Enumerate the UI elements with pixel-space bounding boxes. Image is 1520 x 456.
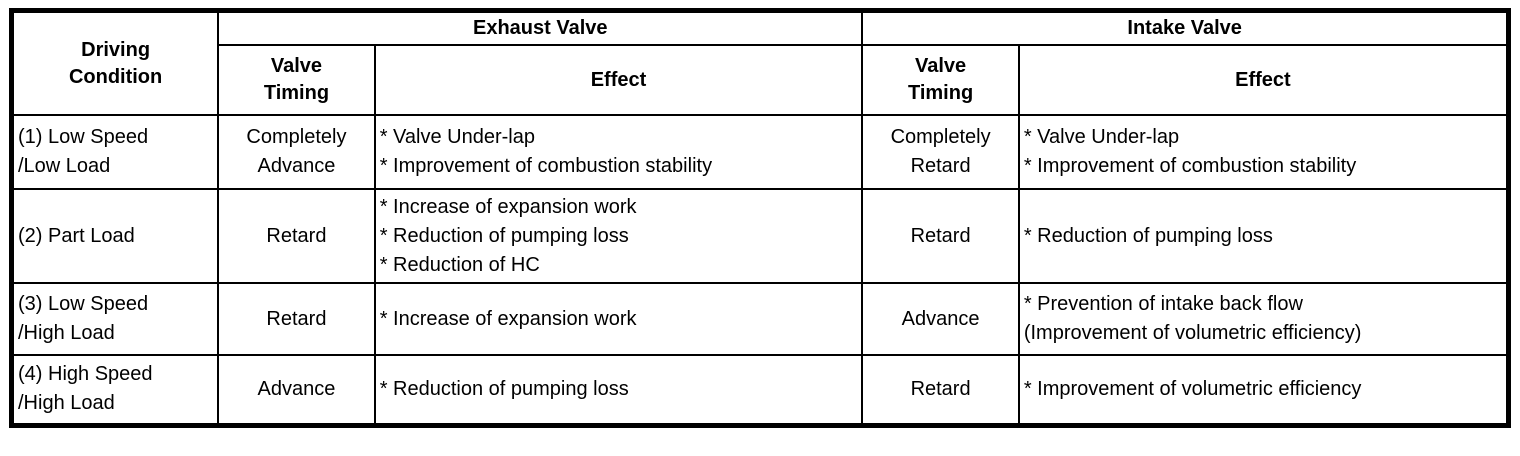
table-row-2: (2) Part Load Retard * Increase of expan… — [10, 188, 1510, 284]
exhaust-effect-cell-1: * Valve Under-lap * Improvement of combu… — [373, 114, 864, 190]
header-row-subcolumns: Valve Timing Effect Valve Timing Effect — [12, 44, 1510, 116]
intake-effect-cell-2: * Reduction of pumping loss — [1017, 188, 1510, 284]
table-header: Driving Condition Exhaust Valve Intake V… — [10, 9, 1510, 116]
intake-effect-cell-3: * Prevention of intake back flow (Improv… — [1017, 282, 1510, 356]
header-exhaust-valve-timing: Valve Timing — [217, 44, 376, 116]
exhaust-timing-cell-2: Retard — [217, 188, 376, 284]
valve-timing-table: Driving Condition Exhaust Valve Intake V… — [9, 8, 1511, 428]
exhaust-effect-cell-3: * Increase of expansion work — [373, 282, 864, 356]
table-row-3: (3) Low Speed /High Load Retard * Increa… — [10, 282, 1510, 356]
intake-timing-cell-4: Retard — [861, 354, 1020, 426]
header-row-groups: Driving Condition Exhaust Valve Intake V… — [10, 9, 1510, 116]
condition-cell-4: (4) High Speed /High Load — [10, 354, 220, 426]
exhaust-effect-cell-4: * Reduction of pumping loss — [373, 354, 864, 426]
header-intake-valve-timing: Valve Timing — [861, 44, 1020, 116]
exhaust-timing-cell-1: Completely Advance — [217, 114, 376, 190]
exhaust-effect-cell-2: * Increase of expansion work * Reduction… — [373, 188, 864, 284]
table-row-4: (4) High Speed /High Load Advance * Redu… — [10, 354, 1510, 426]
header-exhaust-effect: Effect — [373, 44, 864, 116]
intake-timing-cell-2: Retard — [861, 188, 1020, 284]
table-body: (1) Low Speed /Low Load Completely Advan… — [10, 114, 1510, 426]
header-intake-effect: Effect — [1017, 44, 1510, 116]
intake-effect-cell-1: * Valve Under-lap * Improvement of combu… — [1017, 114, 1510, 190]
table-row-1: (1) Low Speed /Low Load Completely Advan… — [10, 114, 1510, 190]
header-driving-condition: Driving Condition — [10, 9, 220, 116]
exhaust-timing-cell-4: Advance — [217, 354, 376, 426]
intake-effect-cell-4: * Improvement of volumetric efficiency — [1017, 354, 1510, 426]
header-exhaust-valve: Exhaust Valve — [217, 9, 864, 46]
exhaust-timing-cell-3: Retard — [217, 282, 376, 356]
header-intake-valve: Intake Valve — [861, 9, 1510, 46]
condition-cell-3: (3) Low Speed /High Load — [10, 282, 220, 356]
condition-cell-1: (1) Low Speed /Low Load — [10, 114, 220, 190]
intake-timing-cell-1: Completely Retard — [861, 114, 1020, 190]
intake-timing-cell-3: Advance — [861, 282, 1020, 356]
condition-cell-2: (2) Part Load — [10, 188, 220, 284]
